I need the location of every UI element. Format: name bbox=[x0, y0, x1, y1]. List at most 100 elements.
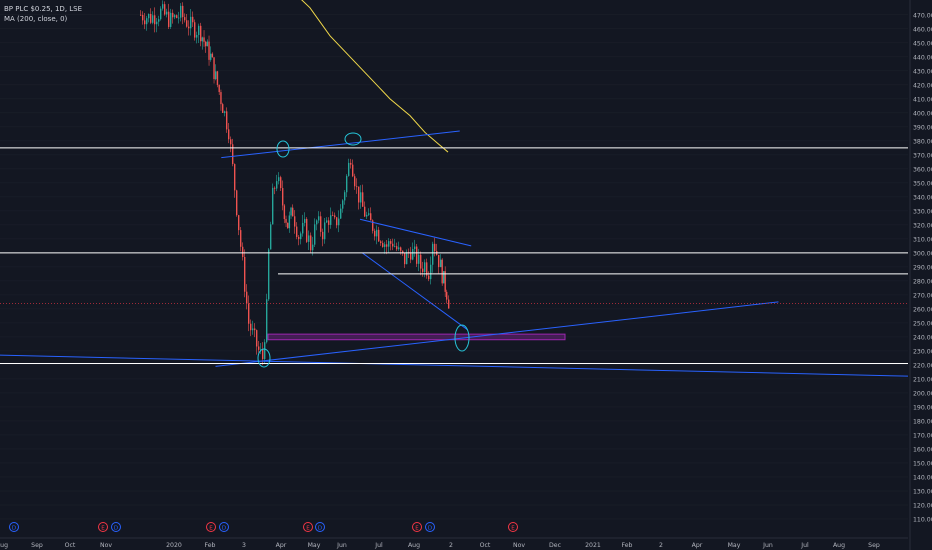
candle-body bbox=[250, 323, 252, 331]
event-marker-ring bbox=[425, 522, 435, 532]
candle-body bbox=[316, 220, 318, 225]
symbol-title[interactable]: BP PLC $0.25, 1D, LSE bbox=[4, 5, 83, 13]
price-tick-label: 360.00 bbox=[913, 166, 932, 173]
chart-legend: BP PLC $0.25, 1D, LSE MA (200, close, 0) bbox=[4, 4, 82, 24]
candle-body bbox=[292, 207, 294, 217]
candle-body bbox=[334, 215, 336, 218]
candle-body bbox=[220, 92, 222, 105]
event-marker-ring bbox=[412, 522, 422, 532]
candle-body bbox=[196, 34, 198, 38]
candle-body bbox=[144, 20, 146, 25]
time-tick-label: Aug bbox=[408, 542, 420, 549]
candle-body bbox=[324, 222, 326, 240]
candle-body bbox=[256, 330, 258, 347]
price-axis[interactable]: 110.00 120.00 130.00 140.00 150.00 160.00 170.… bbox=[909, 0, 932, 550]
candle-body bbox=[318, 216, 320, 221]
ma-indicator-label[interactable]: MA (200, close, 0) bbox=[4, 15, 68, 23]
candle-body bbox=[240, 230, 242, 247]
candle-body bbox=[320, 216, 322, 232]
event-marker-label: D bbox=[222, 526, 226, 532]
time-tick-label: Nov bbox=[513, 542, 525, 549]
candle-body bbox=[440, 259, 442, 268]
event-marker: E bbox=[206, 522, 216, 532]
support-zone-group bbox=[267, 333, 566, 341]
ma200-line bbox=[301, 0, 449, 153]
candle-body bbox=[283, 205, 286, 220]
candle-body bbox=[304, 218, 306, 223]
candle-body bbox=[402, 250, 404, 253]
price-tick-label: 160.00 bbox=[913, 446, 932, 453]
candle-body bbox=[364, 206, 366, 217]
event-marker-ring bbox=[219, 522, 229, 532]
candle-body bbox=[160, 8, 162, 20]
candle-body bbox=[164, 4, 166, 15]
candlestick-series bbox=[140, 0, 450, 366]
candle-body bbox=[194, 22, 196, 38]
candle-body bbox=[392, 243, 394, 247]
candle-body bbox=[362, 192, 364, 207]
price-tick-label: 440.00 bbox=[913, 54, 932, 61]
candle-body bbox=[238, 215, 240, 231]
candle-body bbox=[386, 244, 388, 247]
candle-body bbox=[446, 291, 448, 300]
price-tick-label: 270.00 bbox=[913, 292, 932, 299]
candle-body bbox=[226, 111, 228, 130]
candle-body bbox=[272, 187, 274, 225]
price-tick-label: 310.00 bbox=[913, 236, 932, 243]
candle-body bbox=[346, 175, 348, 193]
candle-body bbox=[443, 271, 445, 284]
candle-body bbox=[422, 268, 424, 272]
time-axis[interactable]: Aug Sep Oct Nov 2020 Feb 3 Apr May Jun Jul Aug 2 Oct N… bbox=[0, 537, 908, 549]
candle-body bbox=[412, 248, 414, 260]
price-tick-label: 240.00 bbox=[913, 334, 932, 341]
candle-body bbox=[280, 177, 282, 189]
candle-body bbox=[424, 262, 426, 272]
price-tick-label: 260.00 bbox=[913, 306, 932, 313]
price-tick-label: 120.00 bbox=[913, 502, 932, 509]
candle-body bbox=[208, 41, 210, 60]
price-tick-label: 220.00 bbox=[913, 362, 932, 369]
price-tick-label: 250.00 bbox=[913, 320, 932, 327]
time-tick-label: Sep bbox=[31, 542, 43, 549]
ma200-series bbox=[301, 0, 449, 153]
price-tick-label: 180.00 bbox=[913, 418, 932, 425]
candle-body bbox=[326, 220, 328, 223]
candle-body bbox=[170, 12, 172, 27]
event-marker-ring bbox=[98, 522, 108, 532]
candle-body bbox=[390, 241, 392, 244]
candle-body bbox=[416, 246, 418, 264]
candle-body bbox=[406, 252, 408, 265]
trendline-channel-bottom bbox=[361, 252, 469, 331]
candle-body bbox=[262, 349, 264, 360]
price-tick-label: 420.00 bbox=[913, 82, 932, 89]
price-tick-label: 460.00 bbox=[913, 26, 932, 33]
price-axis-background bbox=[910, 0, 932, 550]
candle-body bbox=[434, 243, 436, 251]
candle-body bbox=[246, 291, 248, 304]
highlight-circle bbox=[344, 132, 362, 146]
trendlines-group bbox=[0, 130, 909, 377]
candle-body bbox=[344, 192, 346, 201]
candle-body bbox=[418, 254, 420, 264]
candle-body bbox=[328, 220, 330, 225]
time-tick-label: Aug bbox=[0, 542, 8, 549]
price-tick-label: 430.00 bbox=[913, 68, 932, 75]
price-tick-label: 450.00 bbox=[913, 40, 932, 47]
candle-body bbox=[441, 259, 443, 284]
price-tick-label: 150.00 bbox=[913, 460, 932, 467]
candle-body bbox=[382, 243, 384, 247]
chart-grid bbox=[0, 14, 908, 520]
event-marker: D bbox=[315, 522, 325, 532]
candle-body bbox=[264, 342, 266, 360]
price-tick-label: 140.00 bbox=[913, 474, 932, 481]
candle-body bbox=[190, 16, 192, 29]
time-tick-label: May bbox=[308, 542, 321, 549]
candle-body bbox=[354, 176, 356, 187]
time-tick-label: 3 bbox=[242, 542, 246, 549]
candle-body bbox=[274, 187, 276, 189]
candle-body bbox=[432, 243, 434, 265]
candle-body bbox=[312, 244, 314, 251]
time-tick-label: May bbox=[728, 542, 741, 549]
